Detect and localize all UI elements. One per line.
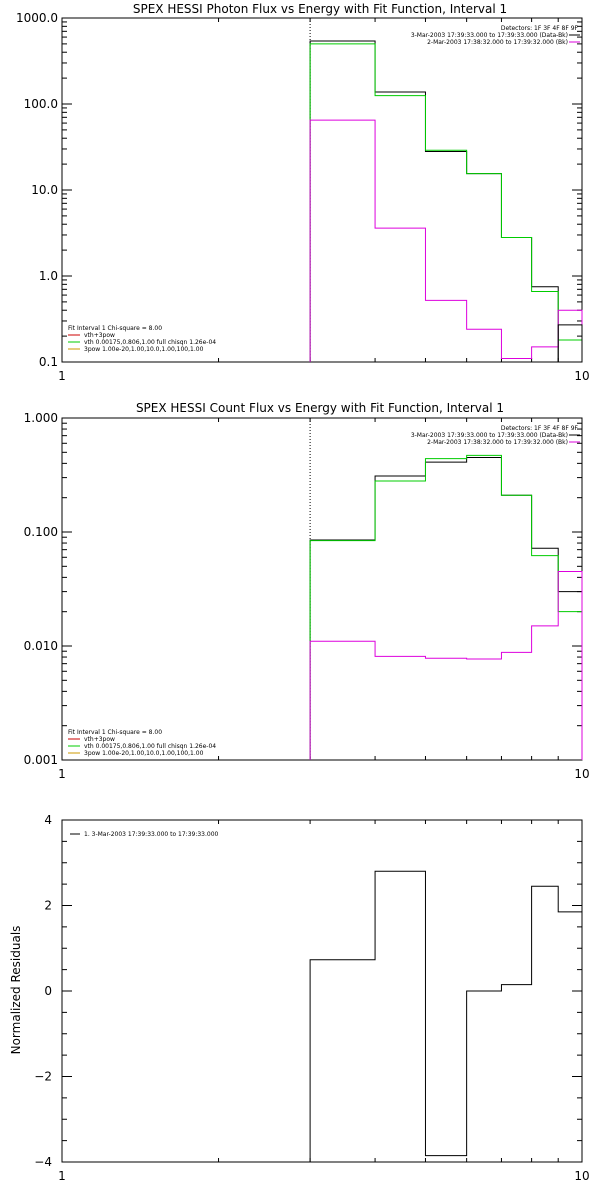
- photon-detectors-label: Detectors: 1F 3F 4F 8F 9F: [501, 25, 579, 32]
- y-tick-label: 1.0: [39, 269, 58, 283]
- x-tick-label: 1: [58, 767, 66, 781]
- count-fit-label-1: vth+3pow: [84, 736, 115, 743]
- photon-fit-legend: Fit Interval 1 Chi-square = 8.00 vth+3po…: [68, 325, 216, 353]
- y-tick-label: 0.010: [24, 639, 58, 653]
- count-flux-series: [309, 418, 583, 760]
- photon-flux-ticks: 1 10 0.1 1.0 10.0 100.0 1000.0: [16, 11, 590, 383]
- count-fit-label-3: 3pow 1.00e-20,1.00,10.0,1.00,100,1.00: [84, 750, 204, 757]
- photon-flux-frame: [61, 17, 583, 363]
- series-line-0: [309, 40, 559, 362]
- series-line-3: [557, 324, 583, 362]
- series-line-2: [309, 571, 583, 760]
- photon-data-interval: 3-Mar-2003 17:39:33.000 to 17:39:33.000 …: [411, 32, 568, 39]
- series-line-0: [309, 870, 583, 1162]
- y-tick-label: 10.0: [31, 183, 58, 197]
- y-tick-label: 1000.0: [16, 11, 58, 25]
- x-tick-label: 10: [574, 1169, 589, 1183]
- y-tick-label: 100.0: [24, 97, 58, 111]
- y-tick-label: 0.1: [39, 355, 58, 369]
- photon-fit-label-1: vth+3pow: [84, 332, 115, 339]
- series-line-1: [309, 43, 583, 362]
- count-data-interval: 3-Mar-2003 17:39:33.000 to 17:39:33.000 …: [411, 432, 568, 439]
- series-line-0: [309, 457, 583, 760]
- series-line-1: [309, 454, 583, 760]
- y-tick-label: 2: [44, 899, 52, 913]
- count-fit-header: Fit Interval 1 Chi-square = 8.00: [68, 729, 162, 736]
- y-tick-label: 4: [44, 813, 52, 827]
- count-flux-title: SPEX HESSI Count Flux vs Energy with Fit…: [136, 401, 504, 415]
- residuals-frame: [61, 819, 583, 1163]
- residuals-series: [309, 870, 583, 1162]
- photon-background-interval: 2-Mar-2003 17:38:32.000 to 17:39:32.000 …: [427, 39, 568, 46]
- count-flux-frame: [61, 417, 583, 761]
- residuals-panel: 1 10 −4 −2 0 2 4 Normalized Residuals 1. 3-Mar…: [9, 813, 590, 1183]
- photon-fit-header: Fit Interval 1 Chi-square = 8.00: [68, 325, 162, 332]
- count-fit-legend: Fit Interval 1 Chi-square = 8.00 vth+3po…: [68, 729, 216, 757]
- count-fit-label-2: vth 0.00175,0.806,1.00 full chisqn 1.26e…: [84, 743, 216, 750]
- count-flux-panel: SPEX HESSI Count Flux vs Energy with Fit…: [24, 401, 590, 781]
- photon-fit-label-3: 3pow 1.00e-20,1.00,10.0,1.00,100,1.00: [84, 346, 204, 353]
- photon-fit-label-2: vth 0.00175,0.806,1.00 full chisqn 1.26e…: [84, 339, 216, 346]
- x-tick-label: 1: [58, 369, 66, 383]
- photon-flux-panel: SPEX HESSI Photon Flux vs Energy with Fi…: [16, 2, 590, 383]
- count-detectors-label: Detectors: 1F 3F 4F 8F 9F: [501, 425, 579, 432]
- y-tick-label: 0: [44, 984, 52, 998]
- photon-flux-series: [309, 18, 583, 362]
- residuals-ticks: 1 10 −4 −2 0 2 4: [34, 813, 589, 1183]
- x-tick-label: 1: [58, 1169, 66, 1183]
- y-tick-label: −2: [34, 1070, 52, 1084]
- y-tick-label: −4: [34, 1155, 52, 1169]
- series-line-2: [309, 119, 583, 362]
- residuals-ylabel: Normalized Residuals: [9, 926, 23, 1055]
- photon-flux-title: SPEX HESSI Photon Flux vs Energy with Fi…: [133, 2, 507, 16]
- count-background-interval: 2-Mar-2003 17:38:32.000 to 17:39:32.000 …: [427, 439, 568, 446]
- x-tick-label: 10: [574, 369, 589, 383]
- x-tick-label: 10: [574, 767, 589, 781]
- y-tick-label: 0.100: [24, 525, 58, 539]
- y-tick-label: 0.001: [24, 753, 58, 767]
- residuals-legend-label: 1. 3-Mar-2003 17:39:33.000 to 17:39:33.0…: [84, 831, 219, 838]
- y-tick-label: 1.000: [24, 411, 58, 425]
- count-flux-ticks: 1 10 0.001 0.010 0.100 1.000: [24, 411, 590, 781]
